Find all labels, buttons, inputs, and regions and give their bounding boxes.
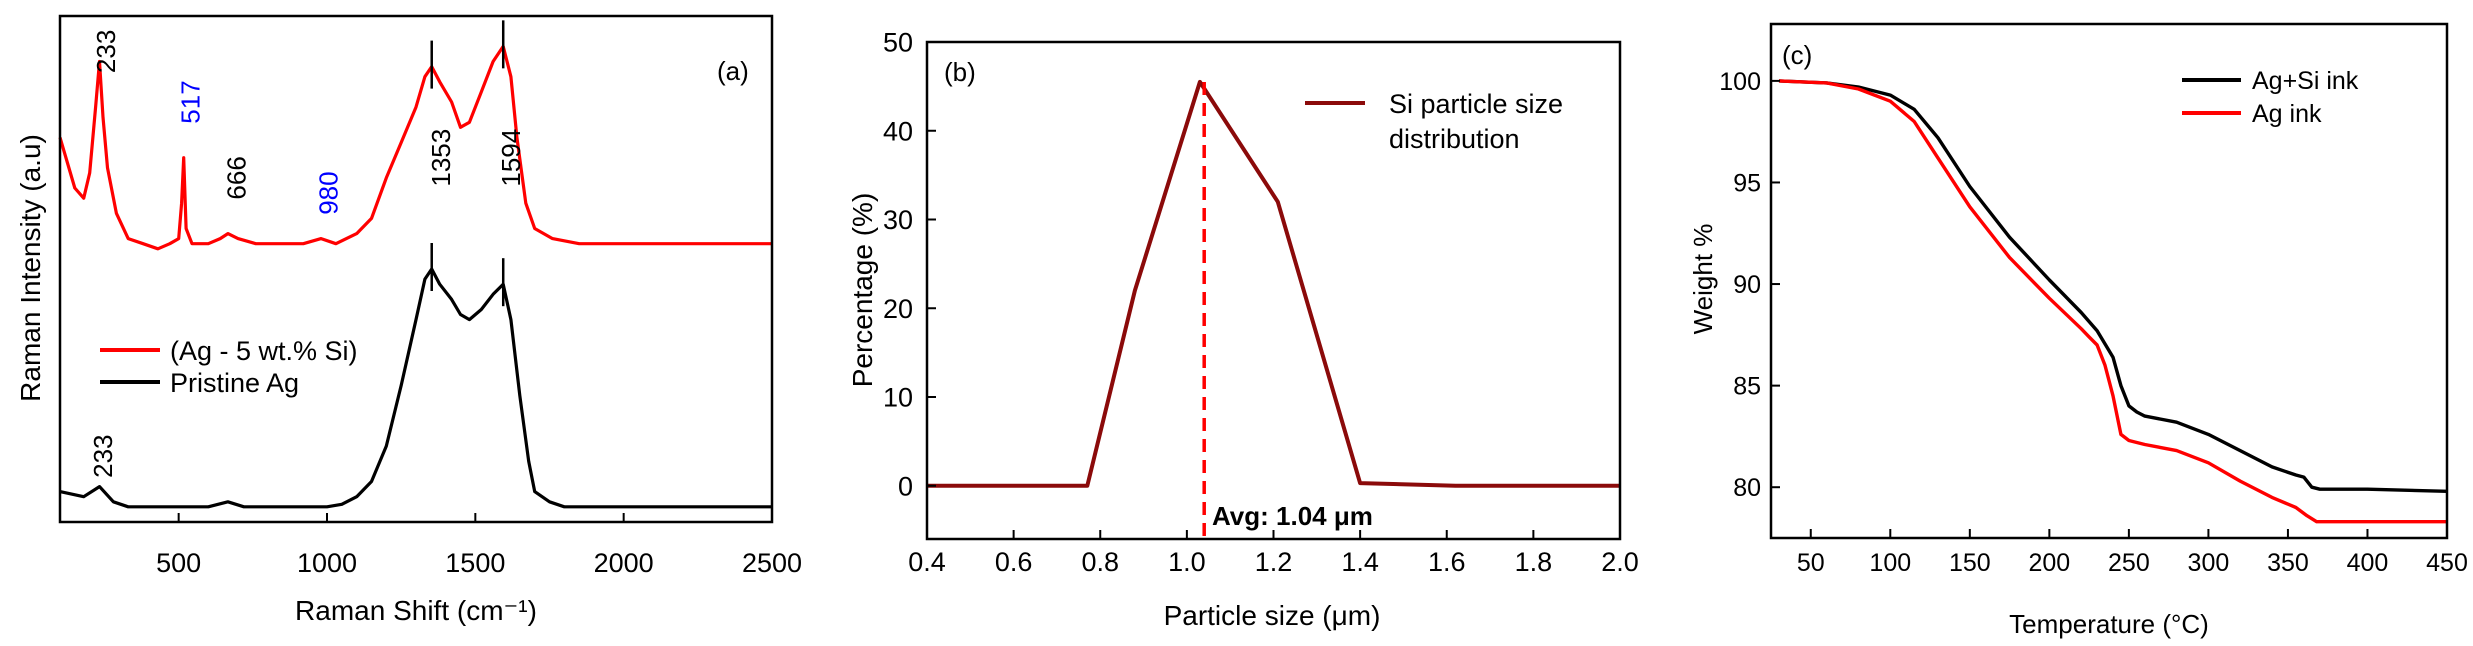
panel-a-label: (a): [717, 56, 749, 86]
peak-annotation-233: 233: [91, 30, 121, 73]
panel-c-plot-data: [1778, 79, 2448, 524]
y-tick-label: 0: [898, 471, 913, 501]
series-line-ag-ink: [1778, 79, 2447, 524]
x-tick-label: 400: [2347, 549, 2389, 577]
x-tick-label: 200: [2028, 549, 2070, 577]
panel-c-y-axis-label: Weight %: [1688, 224, 1718, 335]
y-tick-label: 20: [883, 294, 913, 324]
y-tick-label: 10: [883, 383, 913, 413]
y-tick-label: 85: [1733, 373, 1761, 401]
peak-annotation-517: 517: [175, 80, 205, 123]
series-line-ag-5-wt-si: [58, 44, 772, 251]
legend-label-si-particle-size-line2: distribution: [1389, 124, 1520, 154]
panel-c-frame: [1769, 22, 2449, 540]
x-tick-label: 1.8: [1515, 547, 1553, 577]
average-size-label: Avg: 1.04 μm: [1212, 501, 1373, 531]
x-tick-label: 350: [2267, 549, 2309, 577]
legend-label-ag-5wt-si: (Ag - 5 wt.% Si): [170, 336, 358, 366]
x-tick-label: 1.2: [1255, 547, 1293, 577]
legend-label-pristine-ag: Pristine Ag: [170, 368, 299, 398]
x-tick-label: 300: [2188, 549, 2230, 577]
x-tick-label: 2.0: [1601, 547, 1639, 577]
series-line-si-particle-size-distribution: [927, 79, 1620, 488]
panel-b-label: (b): [944, 57, 976, 87]
series-line-pristine-ag: [59, 267, 772, 509]
x-tick-label: 1.0: [1168, 547, 1206, 577]
panel-a-x-ticks: 500 1000 1500 2000 2500: [156, 513, 802, 578]
y-tick-label: 80: [1733, 474, 1761, 502]
panel-b-legend: Si particle size distribution: [1305, 89, 1563, 154]
panel-a-legend: (Ag - 5 wt.% Si) Pristine Ag: [100, 336, 358, 398]
x-tick-label: 1.4: [1341, 547, 1379, 577]
panel-c-ticks: 50 100 150 200 250 300 350 400 450 80 85 90 95 100: [1719, 68, 2468, 577]
panel-a-y-axis-label: Raman Intensity (a.u): [15, 134, 46, 402]
panel-b-x-axis-label: Particle size (μm): [1164, 600, 1381, 631]
panel-c: 50 100 150 200 250 300 350 400 450 80 85 90 95 100 (c…: [1688, 22, 2468, 639]
panel-b-plot-data: [927, 79, 1620, 539]
panel-c-legend: Ag+Si ink Ag ink: [2182, 67, 2359, 128]
peak-annotation-666: 666: [221, 156, 251, 199]
x-tick-label: 2500: [742, 548, 802, 578]
y-tick-label: 30: [883, 205, 913, 235]
y-tick-label: 95: [1733, 169, 1761, 197]
panel-a-x-axis-label: Raman Shift (cm⁻¹): [295, 595, 537, 626]
x-tick-label: 150: [1949, 549, 1991, 577]
panel-c-label: (c): [1782, 40, 1812, 70]
panel-a: 233 517 666 980 1353 1594 233 500 1000 1500 2000 2…: [15, 14, 802, 626]
legend-label-si-particle-size-line1: Si particle size: [1389, 89, 1563, 119]
panel-c-x-axis-label: Temperature (°C): [2009, 609, 2209, 639]
y-tick-label: 90: [1733, 271, 1761, 299]
panel-b: 0.4 0.6 0.8 1.0 1.2 1.4 1.6 1.8 2.0 0 10 20 30 40 50 (…: [847, 28, 1639, 631]
x-tick-label: 1500: [445, 548, 505, 578]
peak-annotation-980: 980: [313, 171, 343, 214]
x-tick-label: 0.8: [1081, 547, 1119, 577]
x-tick-label: 100: [1869, 549, 1911, 577]
x-tick-label: 0.6: [995, 547, 1033, 577]
series-line-ag-si-ink: [1778, 79, 2448, 493]
legend-label-ag-ink: Ag ink: [2252, 100, 2322, 128]
peak-annotation-233: 233: [88, 435, 118, 478]
peak-annotation-1353: 1353: [426, 129, 456, 187]
panel-a-plot-data: 233 517 666 980 1353 1594 233: [58, 20, 772, 509]
x-tick-label: 1000: [297, 548, 357, 578]
y-tick-label: 100: [1719, 68, 1761, 96]
panel-a-frame: [58, 14, 774, 524]
panel-b-y-axis-label: Percentage (%): [847, 193, 878, 388]
x-tick-label: 450: [2426, 549, 2468, 577]
legend-label-ag-si-ink: Ag+Si ink: [2252, 67, 2359, 95]
y-tick-label: 50: [883, 28, 913, 58]
panel-b-ticks: 0.4 0.6 0.8 1.0 1.2 1.4 1.6 1.8 2.0 0 10 20 30 40 50: [883, 28, 1639, 577]
x-tick-label: 250: [2108, 549, 2150, 577]
x-tick-label: 1.6: [1428, 547, 1466, 577]
x-tick-label: 50: [1797, 549, 1825, 577]
x-tick-label: 500: [156, 548, 201, 578]
y-tick-label: 40: [883, 116, 913, 146]
x-tick-label: 0.4: [908, 547, 946, 577]
x-tick-label: 2000: [594, 548, 654, 578]
peak-annotation-1594: 1594: [496, 129, 526, 187]
